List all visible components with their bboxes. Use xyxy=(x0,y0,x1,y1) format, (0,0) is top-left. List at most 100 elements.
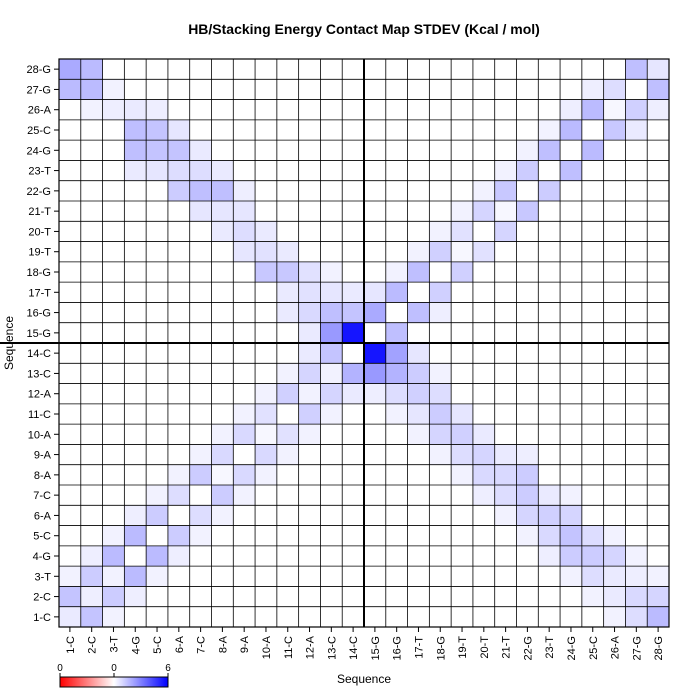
heatmap-cell-23-22 xyxy=(538,180,561,201)
heatmap-cell-18-20 xyxy=(429,221,452,242)
heatmap-cell-26-4 xyxy=(603,545,626,567)
heatmap-cell-4-23 xyxy=(124,160,147,181)
y-tick-label-9: 9-A xyxy=(34,450,52,462)
y-tick-label-12: 12-A xyxy=(28,389,52,401)
heatmap-cell-9-20 xyxy=(233,221,256,242)
heatmap-cell-4-26 xyxy=(124,99,147,120)
x-tick-label-14: 14-C xyxy=(348,636,360,660)
heatmap-cell-26-27 xyxy=(603,79,626,100)
heatmap-cell-23-5 xyxy=(538,525,561,546)
heatmap-cell-13-13 xyxy=(320,363,343,384)
y-tick-label-7: 7-C xyxy=(33,490,51,502)
heatmap-cell-28-26 xyxy=(647,99,669,120)
heatmap-cell-19-9 xyxy=(451,444,473,465)
heatmap-cell-3-4 xyxy=(102,545,125,567)
chart-title: HB/Stacking Energy Contact Map STDEV (Kc… xyxy=(188,21,540,37)
x-tick-label-5: 5-C xyxy=(152,636,164,654)
heatmap-cell-11-16 xyxy=(276,302,299,323)
heatmap-cell-6-23 xyxy=(167,160,190,181)
y-tick-labels: 1-C 2-C 3-T 4-G 5-C 6-A 7-C 8-A 9-A 10-A 11-C 12-A 1… xyxy=(27,64,59,624)
x-tick-label-16: 16-G xyxy=(392,636,404,660)
heatmap-cell-15-12 xyxy=(364,383,386,404)
heatmap-cell-7-24 xyxy=(189,140,212,161)
y-tick-label-18: 18-G xyxy=(27,267,51,279)
heatmap-cell-12-11 xyxy=(298,403,321,425)
heatmap-cell-21-7 xyxy=(494,485,517,506)
heatmap-cell-13-11 xyxy=(320,403,343,425)
heatmap-cell-24-26 xyxy=(560,99,582,120)
heatmap-cell-11-9 xyxy=(276,444,299,465)
heatmap-cell-23-6 xyxy=(538,505,561,526)
y-tick-label-3: 3-T xyxy=(35,571,52,583)
heatmap-cell-1-28 xyxy=(59,59,81,80)
y-tick-label-11: 11-C xyxy=(28,409,51,421)
x-tick-label-4: 4-G xyxy=(130,636,142,654)
heatmap-cell-8-10 xyxy=(211,424,234,445)
y-tick-label-10: 10-A xyxy=(28,429,52,441)
heatmap-cell-7-22 xyxy=(189,180,212,201)
x-tick-label-19: 19-T xyxy=(457,636,469,659)
heatmap-cell-13-16 xyxy=(320,302,343,323)
crosshair-lines xyxy=(0,59,669,627)
heatmap-cell-11-10 xyxy=(276,424,299,445)
heatmap-cell-24-6 xyxy=(560,505,582,526)
heatmap-cell-12-17 xyxy=(298,282,321,303)
heatmap-cell-12-16 xyxy=(298,302,321,323)
heatmap-cell-2-4 xyxy=(80,545,103,567)
y-tick-label-24: 24-G xyxy=(27,145,51,157)
heatmap-cell-8-23 xyxy=(211,160,234,181)
heatmap-cell-5-7 xyxy=(146,485,168,506)
heatmap-cell-25-5 xyxy=(581,525,604,546)
heatmap-cell-3-27 xyxy=(102,79,125,100)
heatmap-cell-16-15 xyxy=(385,322,408,343)
heatmap-cell-20-10 xyxy=(472,424,495,445)
y-tick-label-17: 17-T xyxy=(28,287,51,299)
heatmap-cell-20-21 xyxy=(472,201,495,222)
heatmap-cell-3-1 xyxy=(102,606,125,627)
x-tick-label-22: 22-G xyxy=(522,636,534,660)
heatmap-cell-13-17 xyxy=(320,282,343,303)
heatmap-cell-4-25 xyxy=(124,119,147,141)
heatmap-cell-12-14 xyxy=(298,343,321,364)
x-tick-label-25: 25-C xyxy=(588,636,600,660)
heatmap-cell-6-7 xyxy=(167,485,190,506)
heatmap-cells xyxy=(59,59,669,627)
heatmap-cell-6-25 xyxy=(167,119,190,141)
heatmap-cell-22-9 xyxy=(516,444,539,465)
heatmap-cell-28-3 xyxy=(647,566,669,587)
heatmap-cell-13-15 xyxy=(320,322,343,343)
heatmap-cell-21-21 xyxy=(494,201,517,222)
heatmap-cell-27-3 xyxy=(625,566,648,587)
heatmap-cell-16-17 xyxy=(385,282,408,303)
heatmap-cell-28-1 xyxy=(647,606,669,627)
heatmap-cell-13-14 xyxy=(320,343,343,364)
heatmap-cell-14-17 xyxy=(342,282,364,303)
heatmap-cell-21-9 xyxy=(494,444,517,465)
heatmap-cell-10-20 xyxy=(255,221,277,242)
heatmap-cell-18-17 xyxy=(429,282,452,303)
heatmap-cell-17-13 xyxy=(407,363,430,384)
heatmap-cell-9-7 xyxy=(233,485,256,506)
heatmap-cell-19-21 xyxy=(451,201,473,222)
heatmap-cell-12-10 xyxy=(298,424,321,445)
y-tick-label-2: 2-C xyxy=(33,592,51,604)
heatmap-cell-11-19 xyxy=(276,241,299,262)
y-tick-label-8: 8-A xyxy=(34,470,52,482)
heatmap-cell-24-5 xyxy=(560,525,582,546)
heatmap-cell-25-2 xyxy=(581,586,604,607)
heatmap-cell-23-24 xyxy=(538,140,561,161)
heatmap-cell-14-13 xyxy=(342,363,364,384)
colorbar-tick-label-0: 0 xyxy=(57,663,63,674)
heatmap-cell-2-3 xyxy=(80,566,103,587)
heatmap-cell-15-17 xyxy=(364,282,386,303)
y-axis-label: Sequence xyxy=(2,316,16,370)
heatmap-cell-26-26 xyxy=(603,99,626,120)
heatmap-cell-12-18 xyxy=(298,261,321,283)
x-tick-label-6: 6-A xyxy=(174,635,186,653)
x-tick-label-20: 20-T xyxy=(479,636,491,659)
heatmap-cell-19-10 xyxy=(451,424,473,445)
heatmap-cell-18-11 xyxy=(429,403,452,425)
heatmap-cell-17-12 xyxy=(407,383,430,404)
heatmap-cell-12-13 xyxy=(298,363,321,384)
heatmap-cell-9-19 xyxy=(233,241,256,262)
